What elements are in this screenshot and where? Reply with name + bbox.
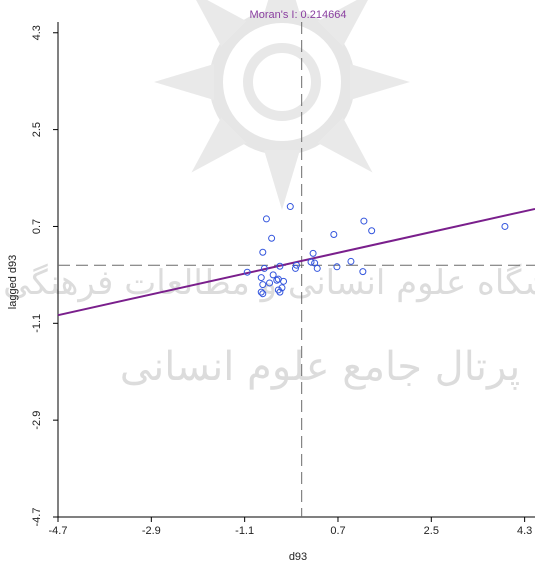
y-tick-label: 0.7 (31, 219, 43, 234)
data-point (280, 277, 288, 285)
data-point (368, 227, 376, 235)
x-tick-label: -4.7 (49, 525, 68, 537)
y-tick-label: -2.9 (31, 411, 43, 430)
data-point (259, 281, 267, 289)
svg-text:پرتال جامع علوم انسانی: پرتال جامع علوم انسانی (120, 344, 521, 390)
y-tick-label: -4.7 (31, 508, 43, 527)
data-point (274, 286, 282, 294)
data-point (286, 203, 294, 211)
data-point (330, 231, 338, 239)
watermark: پژوهشگاه علوم انسانی و مطالعات فرهنگی پر… (3, 0, 535, 390)
data-point (273, 276, 281, 284)
data-point (262, 215, 270, 223)
y-tick-label: 2.5 (31, 122, 43, 137)
y-axis-label: lagged d93 (7, 255, 19, 309)
chart-title: Moran's I: 0.214664 (250, 9, 347, 21)
data-point (259, 248, 267, 256)
x-tick-label: -1.1 (235, 525, 254, 537)
data-point (257, 274, 265, 282)
data-point (259, 290, 267, 298)
svg-text:پژوهشگاه علوم انسانی و مطالعات: پژوهشگاه علوم انسانی و مطالعات فرهنگی (3, 263, 535, 303)
data-point (269, 271, 277, 279)
data-point (260, 264, 268, 272)
data-point (243, 268, 251, 276)
x-tick-label: 2.5 (424, 525, 439, 537)
data-point (276, 288, 284, 296)
x-tick-label: -2.9 (142, 525, 161, 537)
data-point (266, 279, 274, 287)
data-point (291, 264, 299, 272)
data-point (257, 288, 265, 296)
data-point (333, 263, 341, 271)
data-point (309, 249, 317, 257)
data-point (313, 264, 321, 272)
x-tick-label: 4.3 (517, 525, 532, 537)
data-point (293, 261, 300, 269)
data-point (278, 284, 286, 292)
x-axis-label: d93 (289, 551, 307, 563)
data-point (360, 217, 368, 225)
y-tick-label: 4.3 (31, 25, 43, 40)
data-point (276, 262, 284, 270)
data-point (501, 222, 509, 230)
data-point (359, 268, 367, 276)
y-tick-label: -1.1 (31, 314, 43, 333)
data-point (268, 234, 276, 242)
data-point (347, 257, 355, 265)
x-tick-label: 0.7 (330, 525, 345, 537)
data-point (307, 258, 315, 266)
data-point (311, 259, 319, 267)
